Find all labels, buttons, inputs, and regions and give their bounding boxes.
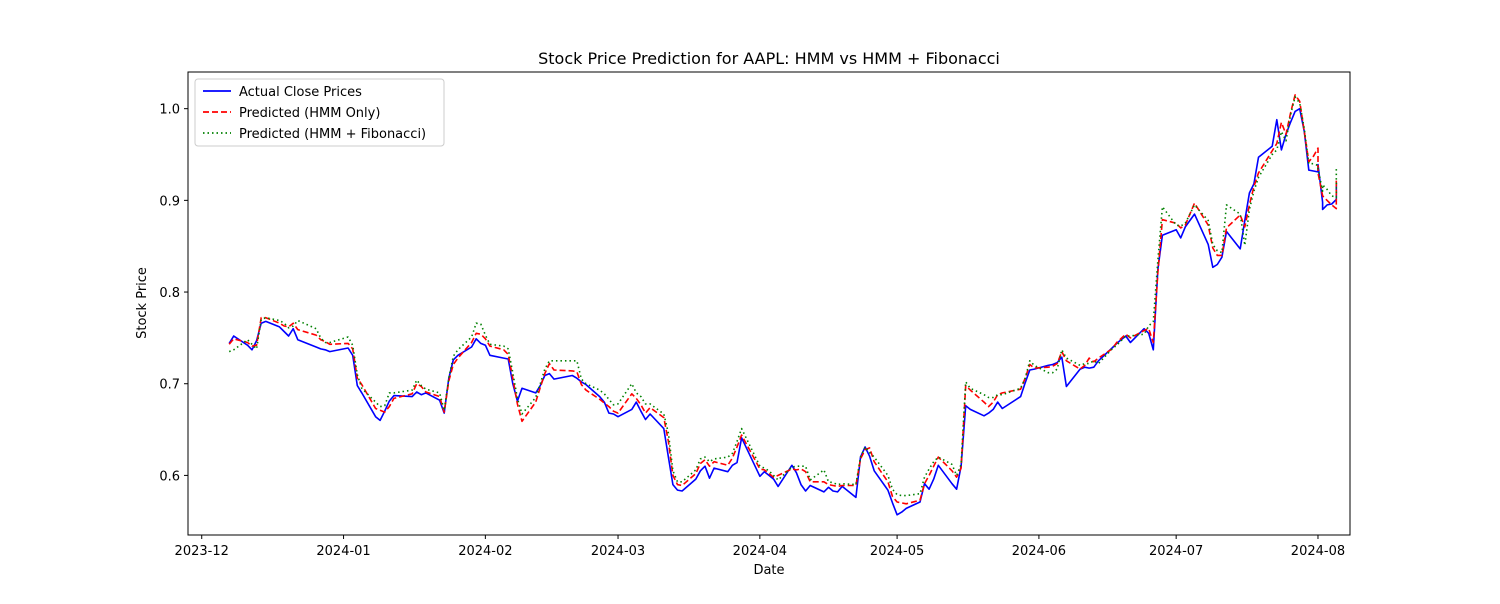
y-tick-label: 0.7 [159, 378, 180, 393]
series-line-0 [228, 107, 1338, 516]
series-line-2 [228, 96, 1338, 497]
x-tick-label: 2024-01 [316, 544, 370, 559]
x-tick-label: 2024-08 [1291, 544, 1345, 559]
x-tick-label: 2024-02 [458, 544, 512, 559]
y-axis-label: Stock Price [135, 267, 150, 339]
x-tick-label: 2024-06 [1012, 544, 1066, 559]
y-tick-label: 0.6 [159, 469, 180, 484]
legend-box [194, 78, 445, 147]
y-tick-label: 0.9 [159, 194, 180, 209]
legend: Actual Close Prices Predicted (HMM Only) P… [194, 78, 445, 147]
y-tick-label: 0.8 [159, 286, 180, 301]
series-layer [228, 94, 1338, 516]
y-tick-label: 1.0 [159, 103, 180, 118]
legend-label-2: Predicted (HMM + Fibonacci) [239, 127, 426, 142]
x-tick-label: 2024-07 [1149, 544, 1203, 559]
x-axis-label: Date [753, 563, 784, 578]
x-axis: 2023-12 2024-01 2024-02 2024-03 2024-04 2024-… [175, 535, 1345, 559]
chart-title: Stock Price Prediction for AAPL: HMM vs … [538, 49, 1000, 68]
y-axis: 0.6 0.7 0.8 0.9 1.0 [159, 103, 188, 484]
legend-label-0: Actual Close Prices [239, 85, 362, 100]
x-tick-label: 2024-03 [591, 544, 645, 559]
x-tick-label: 2024-05 [870, 544, 924, 559]
x-tick-label: 2023-12 [175, 544, 229, 559]
plot-area [187, 71, 1351, 536]
legend-label-1: Predicted (HMM Only) [239, 106, 380, 121]
series-line-1 [228, 94, 1338, 505]
x-tick-label: 2024-04 [733, 544, 787, 559]
